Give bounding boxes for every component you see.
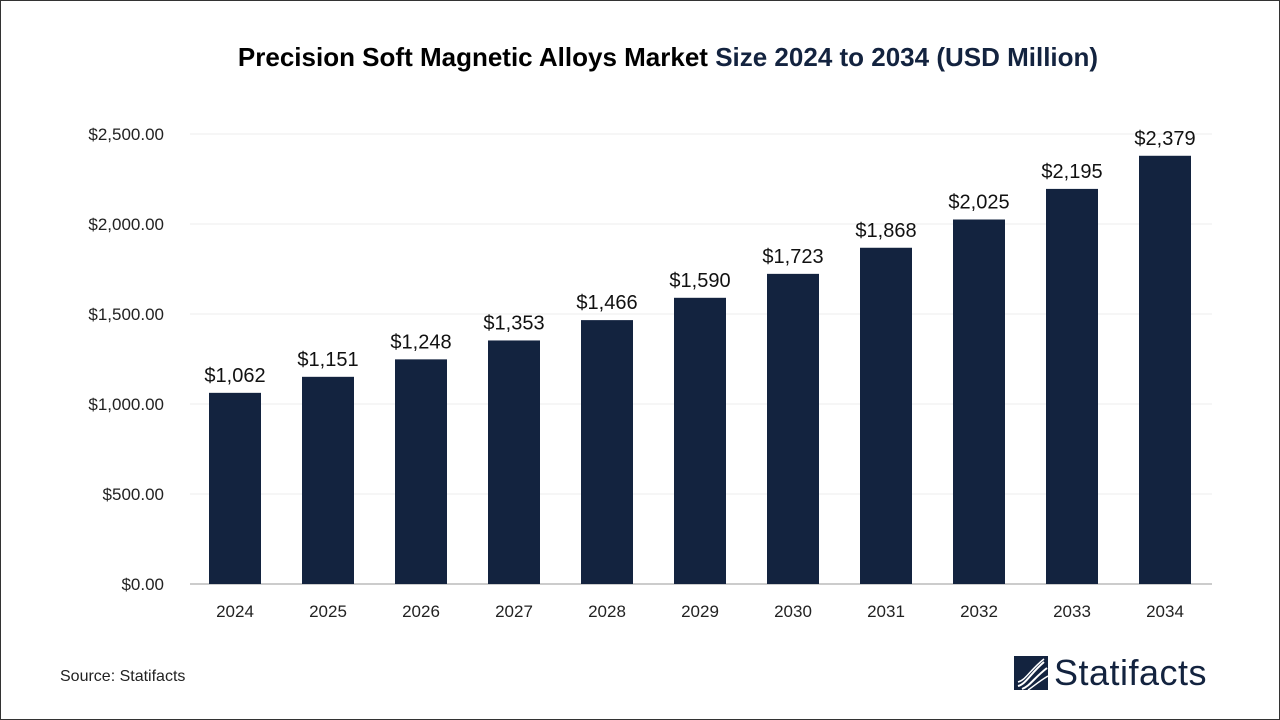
- x-tick-label: 2034: [1146, 602, 1184, 621]
- bar: [209, 392, 261, 584]
- bar: [767, 273, 819, 584]
- bar: [860, 247, 912, 584]
- x-tick-label: 2027: [495, 602, 533, 621]
- x-tick-label: 2031: [867, 602, 905, 621]
- title-part1: Precision Soft Magnetic Alloys Market: [237, 42, 708, 72]
- y-tick-label: $500.00: [103, 485, 164, 504]
- data-label: $1,868: [855, 220, 916, 242]
- y-tick-label: $1,000.00: [88, 395, 164, 414]
- statifacts-logo: Statifacts: [1014, 652, 1207, 694]
- y-tick-label: $2,500.00: [88, 125, 164, 144]
- bar: [674, 297, 726, 584]
- y-tick-label: $0.00: [121, 575, 164, 594]
- x-tick-label: 2026: [402, 602, 440, 621]
- x-tick-label: 2032: [960, 602, 998, 621]
- data-label: $1,466: [576, 292, 637, 314]
- logo-text: Statifacts: [1054, 652, 1208, 693]
- x-tick-label: 2029: [681, 602, 719, 621]
- bar: [1139, 155, 1191, 584]
- source-note: Source: Statifacts: [60, 668, 186, 685]
- x-tick-label: 2030: [774, 602, 812, 621]
- data-label: $1,590: [669, 270, 730, 292]
- data-label: $2,379: [1134, 128, 1195, 150]
- data-label: $2,025: [948, 192, 1009, 214]
- x-tick-label: 2025: [309, 602, 347, 621]
- bar: [488, 340, 540, 584]
- x-tick-label: 2024: [216, 602, 254, 621]
- logo-mark-icon: [1014, 656, 1048, 690]
- title-part2: Size 2024 to 2034 (USD Million): [715, 42, 1099, 72]
- bar: [1046, 188, 1098, 584]
- data-label: $1,723: [762, 246, 823, 268]
- data-label: $1,151: [297, 349, 358, 371]
- y-tick-label: $2,000.00: [88, 215, 164, 234]
- bar: [395, 359, 447, 584]
- x-tick-label: 2028: [588, 602, 626, 621]
- x-tick-label: 2033: [1053, 602, 1091, 621]
- data-label: $1,248: [390, 331, 451, 353]
- data-label: $1,062: [204, 365, 265, 387]
- bar: [302, 376, 354, 584]
- data-label: $1,353: [483, 312, 544, 334]
- bar: [953, 219, 1005, 584]
- bar: [581, 320, 633, 584]
- chart-title: Precision Soft Magnetic Alloys Market Si…: [0, 42, 1280, 73]
- data-label: $2,195: [1041, 161, 1102, 183]
- y-tick-label: $1,500.00: [88, 305, 164, 324]
